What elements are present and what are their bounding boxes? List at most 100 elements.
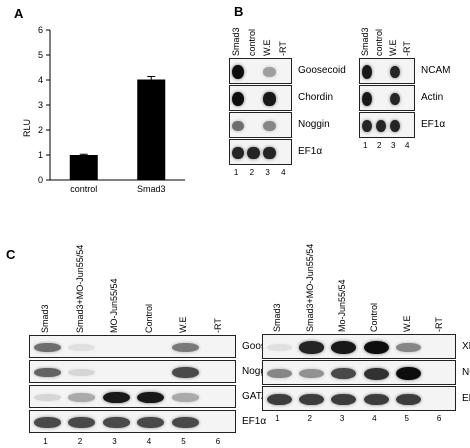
lane-number: 6	[215, 437, 221, 446]
gel-band	[68, 393, 96, 402]
gel-band	[102, 417, 130, 428]
lane-label: W.E	[262, 39, 273, 56]
gel-band	[68, 417, 96, 428]
lane-number: 1	[43, 437, 48, 446]
x-tick-label: Smad3	[137, 184, 166, 194]
lane-label: W.E	[388, 39, 398, 56]
y-tick-label: 2	[38, 125, 43, 135]
gene-label: NCAM	[421, 65, 451, 76]
lane-number: 2	[249, 168, 255, 177]
gel-band	[298, 368, 325, 379]
gel-band	[361, 119, 373, 133]
gel-strip-goosecoid	[229, 58, 292, 84]
lane-number: 2	[77, 437, 83, 446]
bar-control	[69, 155, 98, 180]
gel-band	[102, 391, 130, 404]
gene-label: EF1α	[298, 146, 323, 157]
x-axis-labels: control Smad3	[70, 184, 165, 194]
gel-band	[266, 368, 292, 379]
lane-label: control	[374, 28, 384, 56]
panel-a-bar-chart: RLU 0 1 2 3 4 5 6 control Smad3	[22, 25, 185, 194]
lane-label: -RT	[212, 318, 223, 333]
gel-band	[363, 393, 389, 406]
gene-label: EF1α	[421, 119, 446, 130]
y-tick-label: 3	[38, 100, 43, 110]
lane-number: 1	[233, 168, 239, 177]
gene-label: Noggin	[298, 119, 330, 130]
lane-label: -RT	[433, 317, 444, 332]
gel-strip-goosecoid	[29, 335, 236, 358]
gel-band	[263, 92, 276, 106]
gel-band	[389, 92, 401, 106]
gel-band	[266, 343, 292, 352]
gel-strip-gata2	[29, 385, 236, 408]
gel-band	[171, 417, 199, 428]
gene-label: Noggin	[242, 365, 274, 377]
gel-band	[361, 92, 373, 106]
lane-label: W.E	[178, 316, 189, 333]
lane-number: 4	[281, 168, 286, 177]
panel-letter-a: A	[14, 6, 24, 21]
x-tick-label: control	[70, 184, 97, 194]
lane-number: 5	[404, 414, 409, 423]
lane-number: 3	[265, 168, 270, 177]
gel-band	[231, 65, 244, 79]
gel-band	[33, 417, 61, 428]
gel-strip-ncam	[262, 360, 456, 385]
gel-band	[361, 65, 373, 79]
gene-label: Actin	[421, 92, 444, 103]
panel-letter-c: C	[6, 247, 16, 262]
y-tick-label: 6	[38, 25, 43, 35]
gel-band	[263, 67, 276, 77]
lane-label: Smad3	[360, 27, 370, 56]
gel-band	[231, 92, 244, 106]
gene-label: NCAM	[462, 366, 470, 378]
gel-band	[395, 393, 422, 406]
gel-strip-ef1	[29, 410, 236, 433]
lane-label: W.E	[401, 315, 412, 332]
lane-label: Smad3+MO-Jun55/54	[74, 244, 85, 333]
gel-band	[68, 368, 96, 377]
gel-band	[298, 393, 325, 406]
gel-band	[263, 120, 276, 132]
gel-strip-ncam	[359, 58, 415, 84]
gel-strip-ef1	[262, 386, 456, 411]
gel-band	[171, 342, 199, 353]
gel-band	[298, 341, 325, 354]
lane-number: 2	[377, 141, 382, 150]
lane-label: Smad3	[272, 303, 283, 332]
gene-label: Chordin	[298, 92, 334, 103]
lane-number: 4	[372, 414, 377, 423]
gel-band	[231, 146, 244, 160]
lane-number: 3	[391, 141, 396, 150]
lane-label: -RT	[402, 41, 412, 56]
gel-band	[395, 342, 422, 353]
gel-strip-noggin	[29, 360, 236, 383]
gel-band	[363, 341, 389, 354]
lane-label: control	[246, 28, 257, 56]
y-tick-label: 4	[38, 75, 43, 85]
gel-band	[171, 393, 199, 402]
gel-band	[33, 367, 61, 378]
y-tick-label: 1	[38, 150, 43, 160]
lane-number: 6	[436, 414, 442, 423]
gene-label: EF1α	[242, 415, 267, 427]
lane-label: Control	[369, 302, 380, 332]
gene-label: Goosecoid	[298, 65, 346, 76]
gel-band	[331, 367, 357, 380]
gel-strip-actin	[359, 85, 415, 111]
gel-band	[395, 367, 422, 380]
gel-band	[231, 120, 244, 132]
gel-band	[33, 393, 61, 402]
panel-letter-b: B	[234, 4, 244, 19]
chart-bars	[69, 76, 166, 180]
gel-band	[363, 367, 389, 380]
gel-band	[389, 65, 401, 79]
lane-label: -RT	[278, 41, 289, 56]
gel-band	[389, 119, 401, 133]
lane-label: Smad3	[230, 27, 241, 56]
lane-label: Smad3+MO-Jun55/54	[304, 243, 315, 332]
y-tick-label: 0	[38, 175, 43, 185]
lane-number: 3	[339, 414, 345, 423]
gel-strip-ef1	[359, 112, 415, 138]
